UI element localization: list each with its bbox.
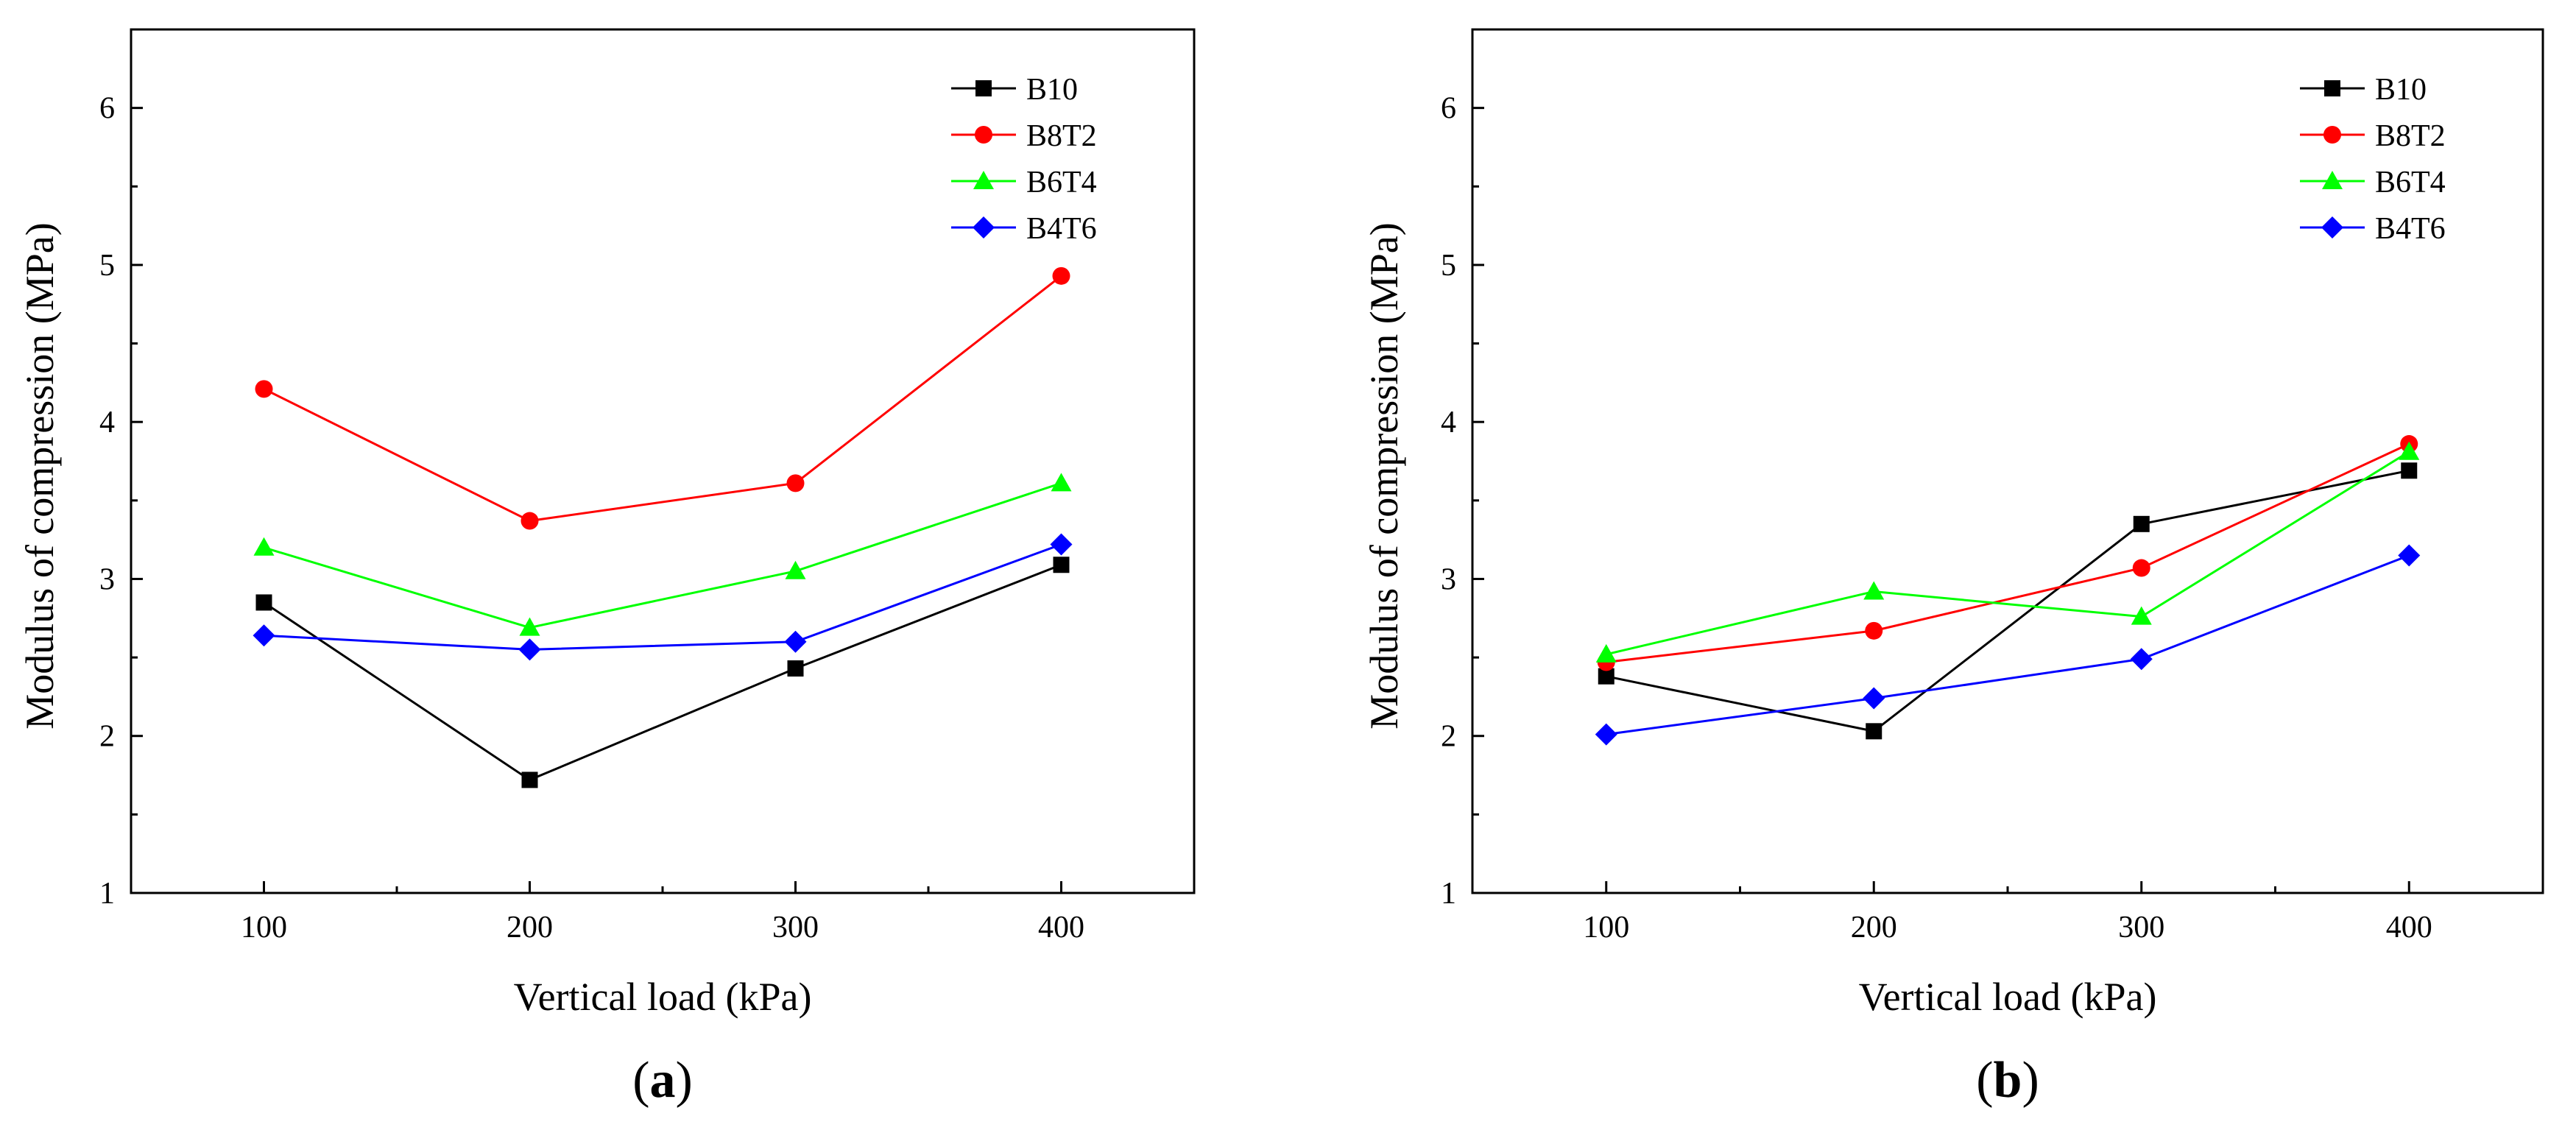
series-line-b8t2 bbox=[263, 275, 1062, 523]
data-point-b6t4 bbox=[2131, 606, 2152, 625]
y-tick-label: 1 bbox=[1441, 877, 1456, 911]
y-tick-label: 6 bbox=[99, 92, 115, 126]
x-tick-label: 400 bbox=[2386, 911, 2432, 944]
data-point-b4t6 bbox=[784, 630, 807, 653]
y-tick-label: 6 bbox=[1441, 92, 1456, 126]
data-point-b10 bbox=[787, 660, 804, 677]
legend-marker-b4t6 bbox=[2321, 216, 2343, 239]
x-tick-label: 200 bbox=[507, 911, 553, 944]
data-point-b8t2 bbox=[1865, 621, 1883, 640]
legend-marker-b10 bbox=[2324, 80, 2340, 96]
data-point-b10 bbox=[2401, 462, 2418, 479]
data-point-b6t4 bbox=[1595, 643, 1617, 663]
data-point-b6t4 bbox=[2399, 441, 2420, 460]
series-line-b4t6 bbox=[264, 543, 1062, 651]
legend-label-b10: B10 bbox=[1026, 73, 1078, 107]
panel-label: (b) bbox=[1976, 1052, 2039, 1109]
legend-label-b4t6: B4T6 bbox=[2375, 212, 2446, 246]
y-tick-label: 4 bbox=[99, 406, 115, 439]
legend-marker-b6t4 bbox=[973, 171, 994, 189]
data-point-b4t6 bbox=[2398, 544, 2421, 567]
y-tick-label: 4 bbox=[1441, 406, 1456, 439]
chart-panel-b: 100 200 300 400 1 2 3 4 5 6 Vertical load (kPa) Mod… bbox=[1362, 28, 2544, 1109]
series-line-b6t4 bbox=[264, 481, 1062, 629]
series-line-b8t2 bbox=[1606, 442, 2410, 663]
y-tick-label: 3 bbox=[99, 562, 115, 596]
legend-marker-b10 bbox=[975, 80, 992, 96]
x-tick-label: 200 bbox=[1851, 911, 1897, 944]
y-tick-label: 1 bbox=[99, 877, 115, 911]
data-point-b8t2 bbox=[521, 512, 539, 530]
y-tick-label: 3 bbox=[1441, 562, 1456, 596]
legend-marker-b8t2 bbox=[2323, 126, 2341, 144]
x-axis-title: Vertical load (kPa) bbox=[1859, 975, 2157, 1019]
legend-label-b8t2: B8T2 bbox=[2375, 119, 2446, 153]
data-point-b10 bbox=[1866, 723, 1882, 740]
series-line-b10 bbox=[263, 563, 1062, 782]
y-tick-label: 2 bbox=[99, 720, 115, 754]
legend-label-b6t4: B6T4 bbox=[2375, 166, 2446, 199]
y-tick-label: 5 bbox=[99, 249, 115, 283]
x-tick-label: 100 bbox=[241, 911, 287, 944]
data-point-b4t6 bbox=[1050, 533, 1073, 556]
series-line-b4t6 bbox=[1606, 554, 2410, 736]
data-point-b10 bbox=[521, 771, 538, 788]
x-axis-title: Vertical load (kPa) bbox=[514, 975, 812, 1019]
data-point-b4t6 bbox=[2130, 648, 2153, 671]
legend-label-b10: B10 bbox=[2375, 73, 2427, 107]
data-point-b4t6 bbox=[1863, 687, 1885, 710]
y-tick-label: 5 bbox=[1441, 249, 1456, 283]
x-tick-label: 400 bbox=[1038, 911, 1084, 944]
data-point-b6t4 bbox=[519, 617, 540, 636]
data-point-b6t4 bbox=[253, 537, 275, 556]
data-point-b4t6 bbox=[253, 624, 275, 647]
data-point-b6t4 bbox=[785, 560, 806, 579]
data-point-b10 bbox=[1598, 668, 1615, 685]
legend-label-b6t4: B6T4 bbox=[1026, 166, 1097, 199]
plot-frame bbox=[1471, 28, 2544, 894]
y-axis-title: Modulus of compression (MPa) bbox=[1362, 222, 1406, 729]
y-tick-label: 2 bbox=[1441, 720, 1456, 754]
legend-marker-b4t6 bbox=[973, 216, 995, 239]
legend-marker-b8t2 bbox=[975, 126, 992, 144]
chart-panel-a: 100 200 300 400 1 2 3 4 5 6 Vertical load (kPa) Mod… bbox=[18, 28, 1196, 1109]
data-point-b4t6 bbox=[518, 638, 541, 661]
series-line-b10 bbox=[1606, 469, 2410, 732]
data-point-b4t6 bbox=[1595, 723, 1617, 746]
series-line-b6t4 bbox=[1606, 451, 2410, 656]
data-point-b10 bbox=[2133, 515, 2150, 532]
data-point-b8t2 bbox=[1052, 266, 1070, 285]
data-point-b8t2 bbox=[255, 380, 273, 398]
legend-label-b8t2: B8T2 bbox=[1026, 119, 1097, 153]
data-point-b8t2 bbox=[786, 474, 805, 492]
plot-frame bbox=[130, 28, 1196, 894]
data-point-b6t4 bbox=[1051, 473, 1072, 492]
data-point-b10 bbox=[1053, 557, 1070, 573]
x-tick-label: 300 bbox=[2118, 911, 2164, 944]
x-tick-label: 100 bbox=[1583, 911, 1629, 944]
panel-label: (a) bbox=[632, 1052, 693, 1109]
data-point-b10 bbox=[255, 594, 272, 611]
legend-label-b4t6: B4T6 bbox=[1026, 212, 1097, 246]
y-axis-title: Modulus of compression (MPa) bbox=[18, 222, 62, 729]
x-tick-label: 300 bbox=[772, 911, 819, 944]
legend-marker-b6t4 bbox=[2322, 171, 2343, 189]
data-point-b6t4 bbox=[1863, 581, 1885, 600]
data-point-b8t2 bbox=[2132, 559, 2150, 577]
